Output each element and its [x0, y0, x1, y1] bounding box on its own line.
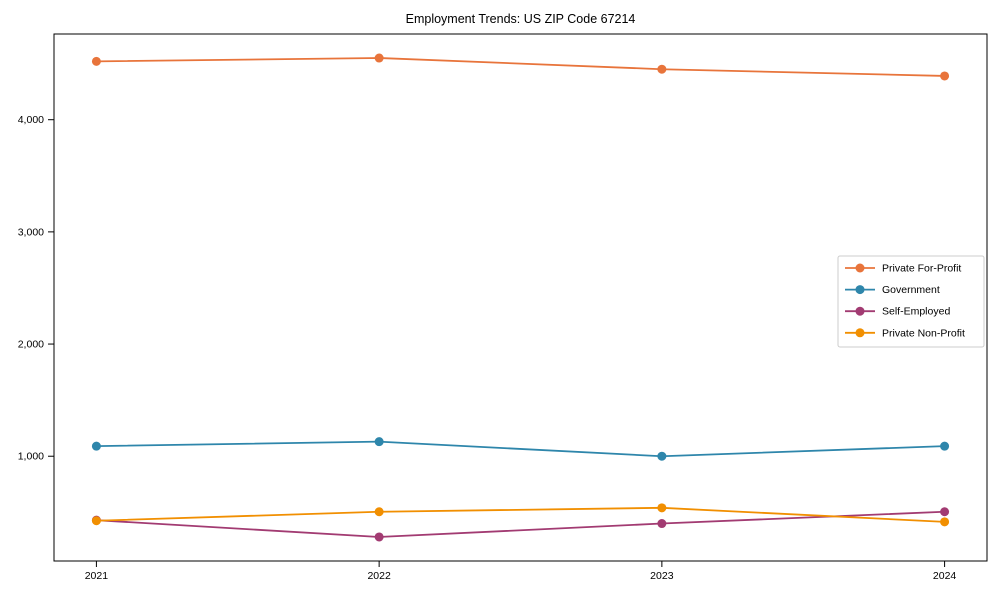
series-line-private-non-profit [95, 506, 946, 523]
legend-marker-private-non-profit [855, 328, 865, 338]
series-point-private-non-profit-2022 [374, 507, 384, 517]
legend-box [837, 255, 985, 348]
series-point-self-employed-2022 [374, 532, 384, 542]
series-point-government-2024 [940, 441, 950, 451]
legend-label-private-non-profit: Private Non-Profit [882, 327, 965, 339]
y-tick-label: 1,000 [18, 451, 44, 463]
series-point-private-non-profit-2021 [91, 516, 101, 526]
series-line-government [95, 440, 946, 458]
legend-label-private-for-profit: Private For-Profit [882, 263, 961, 275]
series-point-private-for-profit-2021 [91, 56, 101, 66]
y-tick-label: 4,000 [18, 114, 44, 126]
series-point-private-for-profit-2022 [374, 53, 384, 63]
series-point-government-2023 [657, 451, 667, 461]
legend-label-self-employed: Self-Employed [882, 306, 950, 318]
plot-area [53, 33, 988, 562]
series-point-private-for-profit-2024 [940, 71, 950, 81]
series-line-self-employed [95, 510, 946, 538]
series-point-government-2021 [91, 441, 101, 451]
series-point-private-non-profit-2024 [940, 517, 950, 527]
x-tick-label: 2024 [933, 570, 957, 582]
legend-label-government: Government [882, 284, 940, 296]
series-point-self-employed-2024 [940, 507, 950, 517]
legend-marker-government [855, 285, 865, 295]
series-line-private-for-profit [95, 57, 946, 77]
series-point-private-non-profit-2023 [657, 503, 667, 513]
x-tick-label: 2022 [367, 570, 391, 582]
series-point-private-for-profit-2023 [657, 64, 667, 74]
x-tick-label: 2023 [650, 570, 674, 582]
series-point-self-employed-2023 [657, 519, 667, 529]
x-tick-label: 2021 [85, 570, 109, 582]
y-tick-label: 3,000 [18, 226, 44, 238]
series-point-government-2022 [374, 437, 384, 447]
chart-title: Employment Trends: US ZIP Code 67214 [405, 12, 636, 26]
legend-marker-private-for-profit [855, 263, 865, 273]
y-tick-label: 2,000 [18, 339, 44, 351]
legend-marker-self-employed [855, 306, 865, 316]
